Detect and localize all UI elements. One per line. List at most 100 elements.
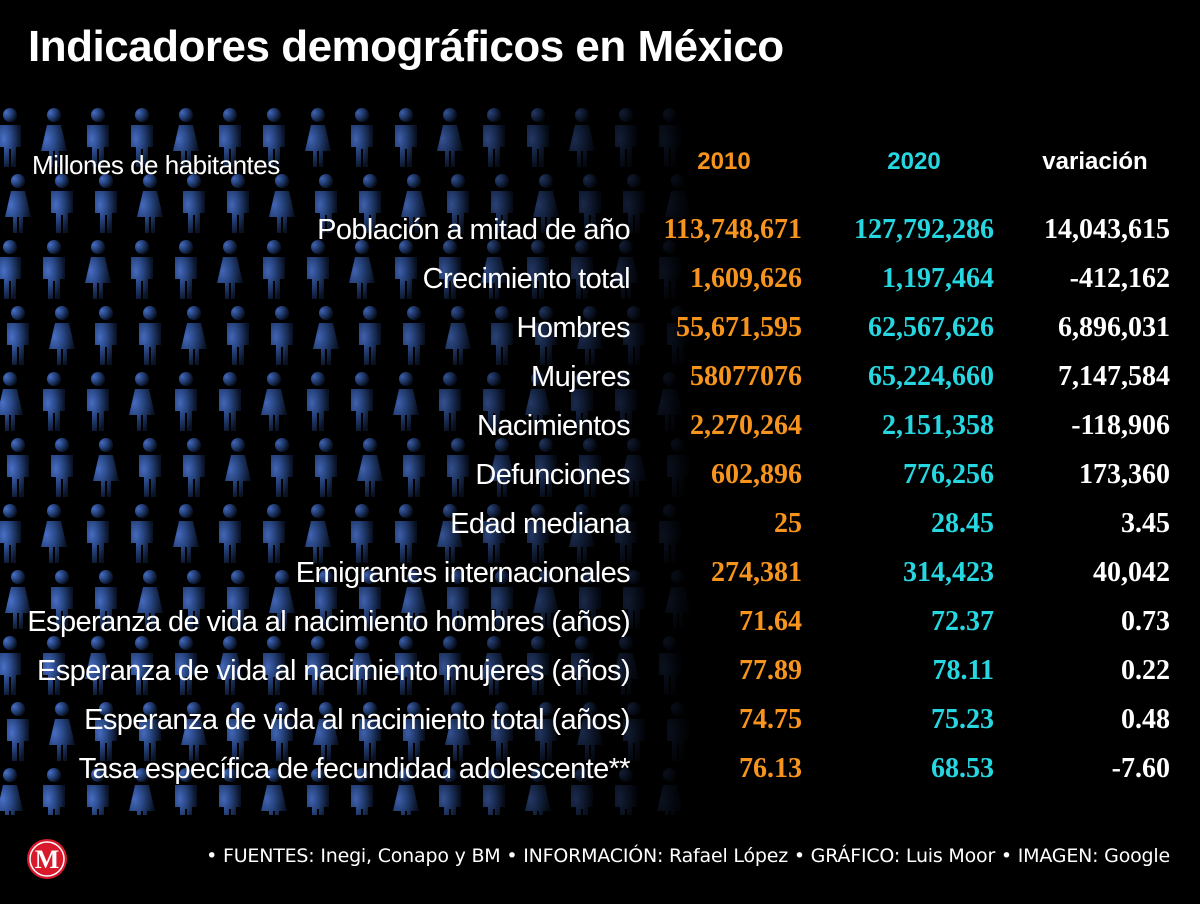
person-figure-icon	[313, 702, 339, 761]
value-2010: 74.75	[739, 704, 802, 735]
credits-footer: • FUENTES: Inegi, Conapo y BM • INFORMAC…	[206, 845, 1170, 867]
person-figure-icon	[665, 174, 691, 233]
person-figure-icon	[535, 702, 557, 761]
value-2010: 71.64	[739, 606, 802, 637]
person-figure-icon	[87, 504, 109, 563]
table-row: Esperanza de vida al nacimiento total (a…	[0, 698, 1200, 747]
value-2010: 55,671,595	[676, 312, 802, 343]
person-figure-icon	[183, 570, 205, 629]
row-label: Crecimiento total	[422, 263, 631, 295]
person-figure-icon	[395, 108, 417, 167]
person-figure-icon	[359, 570, 381, 629]
person-figure-icon	[263, 108, 285, 167]
person-figure-icon	[395, 636, 417, 695]
person-figure-icon	[615, 768, 637, 815]
person-figure-icon	[447, 570, 469, 629]
person-figure-icon	[527, 504, 549, 563]
person-figure-icon	[225, 438, 251, 497]
person-figure-icon	[131, 108, 153, 167]
person-figure-icon	[87, 372, 109, 431]
table-row: Nacimientos 2,270,264 2,151,358 -118,906	[0, 404, 1200, 453]
person-figure-icon	[0, 504, 21, 563]
person-figure-icon	[483, 108, 505, 167]
column-header-2020: 2020	[887, 148, 941, 175]
person-figure-icon	[571, 240, 593, 299]
person-figure-icon	[437, 504, 463, 563]
chart-title: Indicadores demográficos en México	[28, 22, 784, 71]
row-label: Mujeres	[531, 361, 631, 393]
person-figure-icon	[491, 702, 513, 761]
person-figure-icon	[219, 768, 241, 815]
person-figure-icon	[623, 306, 645, 365]
row-label: Emigrantes internacionales	[295, 557, 631, 589]
person-figure-icon	[577, 306, 603, 365]
person-figure-icon	[667, 702, 689, 761]
row-label: Nacimientos	[477, 410, 631, 442]
person-figure-icon	[0, 108, 21, 167]
table-row: Esperanza de vida al nacimiento hombres …	[0, 600, 1200, 649]
person-figure-icon	[613, 240, 639, 299]
person-figure-icon	[437, 108, 463, 167]
person-figure-icon	[51, 570, 73, 629]
person-figure-icon	[579, 438, 601, 497]
person-figure-icon	[85, 636, 111, 695]
person-figure-icon	[401, 570, 427, 629]
person-figure-icon	[359, 306, 381, 365]
person-figure-icon	[481, 636, 507, 695]
person-figure-icon	[175, 372, 197, 431]
person-figure-icon	[271, 702, 293, 761]
person-figure-icon	[227, 174, 249, 233]
person-figure-icon	[139, 702, 161, 761]
person-figure-icon	[571, 372, 593, 431]
person-figure-icon	[439, 636, 461, 695]
person-figure-icon	[305, 108, 331, 167]
person-figure-icon	[439, 372, 461, 431]
value-variacion: 0.48	[1121, 704, 1170, 735]
value-2020: 72.37	[931, 606, 994, 637]
person-figure-icon	[219, 504, 241, 563]
person-figure-icon	[403, 438, 425, 497]
person-figure-icon	[307, 768, 329, 815]
person-figure-icon	[263, 240, 285, 299]
person-figure-icon	[439, 768, 461, 815]
table-row: Tasa específica de fecundidad adolescent…	[0, 747, 1200, 796]
person-figure-icon	[571, 636, 593, 695]
person-figure-icon	[85, 240, 111, 299]
value-2020: 28.45	[931, 508, 994, 539]
table-row: Emigrantes internacionales 274,381 314,423…	[0, 551, 1200, 600]
value-variacion: 7,147,584	[1058, 361, 1170, 392]
value-variacion: 40,042	[1093, 557, 1170, 588]
row-label: Tasa específica de fecundidad adolescent…	[78, 753, 631, 785]
person-figure-icon	[43, 240, 65, 299]
person-figure-icon	[535, 306, 557, 365]
person-figure-icon	[393, 768, 419, 815]
value-2020: 1,197,464	[882, 263, 994, 294]
person-figure-icon	[349, 240, 375, 299]
person-figure-icon	[615, 504, 637, 563]
value-2020: 127,792,286	[854, 214, 994, 245]
person-figure-icon	[227, 570, 249, 629]
person-figure-icon	[131, 636, 153, 695]
value-2010: 602,896	[711, 459, 802, 490]
person-figure-icon	[5, 174, 31, 233]
person-figure-icon	[131, 504, 153, 563]
person-figure-icon	[129, 372, 155, 431]
person-figure-icon	[181, 702, 207, 761]
person-figure-icon	[623, 174, 645, 233]
person-figure-icon	[263, 636, 285, 695]
person-figure-icon	[51, 174, 73, 233]
value-2010: 1,609,626	[690, 263, 802, 294]
value-variacion: 0.73	[1121, 606, 1170, 637]
row-label: Defunciones	[475, 459, 630, 491]
row-label: Edad mediana	[450, 508, 630, 540]
person-figure-icon	[533, 570, 559, 629]
person-figure-icon	[577, 702, 603, 761]
person-figure-icon	[43, 372, 65, 431]
person-figure-icon	[7, 306, 29, 365]
value-variacion: 6,896,031	[1058, 312, 1170, 343]
person-figure-icon	[659, 504, 681, 563]
value-2010: 76.13	[739, 753, 802, 784]
person-figure-icon	[181, 306, 207, 365]
person-figure-icon	[219, 372, 241, 431]
person-figure-icon	[139, 306, 161, 365]
